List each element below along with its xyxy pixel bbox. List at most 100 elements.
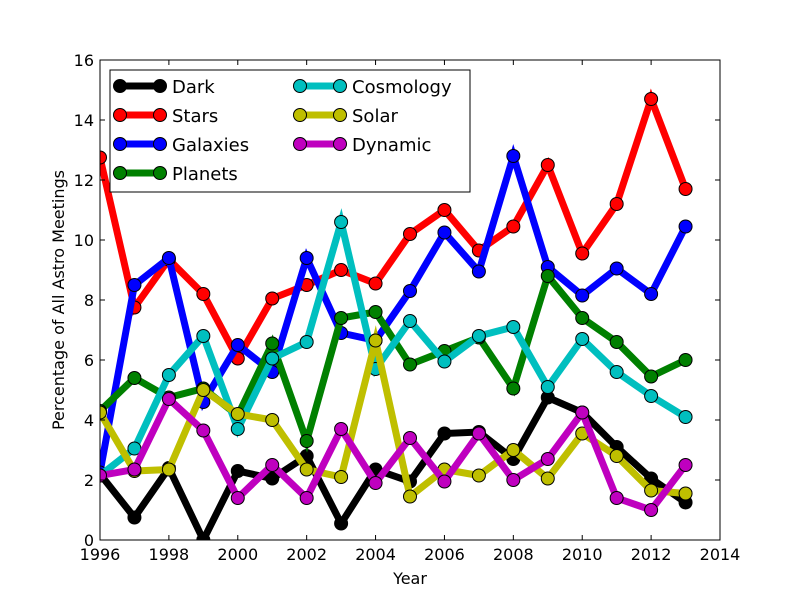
data-point-galaxies xyxy=(506,149,521,163)
data-point-galaxies xyxy=(575,288,590,303)
x-tick-label: 2012 xyxy=(631,545,672,564)
x-tick-label: 2002 xyxy=(286,545,327,564)
y-tick-label: 0 xyxy=(84,531,94,550)
x-tick-label: 2010 xyxy=(562,545,603,564)
data-point-dynamic xyxy=(368,476,383,490)
legend-item-dark: Dark xyxy=(113,77,215,98)
data-point-solar xyxy=(100,405,107,420)
data-point-cosmology xyxy=(609,365,624,379)
data-point-stars xyxy=(575,246,590,261)
data-point-solar xyxy=(230,407,245,421)
data-point-planets xyxy=(403,357,417,372)
data-point-solar xyxy=(644,483,659,498)
data-point-dynamic xyxy=(506,473,521,487)
data-point-dynamic xyxy=(575,405,590,420)
legend: Dark Stars Galaxies Planets Cosmology Solar Dy… xyxy=(109,69,471,193)
data-point-dynamic xyxy=(127,462,142,477)
legend-item-galaxies: Galaxies xyxy=(113,135,249,156)
y-tick-label: 8 xyxy=(84,291,94,310)
data-point-dynamic xyxy=(196,423,211,438)
y-tick-label: 4 xyxy=(84,411,94,430)
y-axis-label: Percentage of All Astro Meetings xyxy=(49,170,68,430)
data-point-galaxies xyxy=(678,219,693,234)
legend-item-planets: Planets xyxy=(113,164,238,185)
data-point-planets xyxy=(575,311,590,325)
data-point-cosmology xyxy=(540,380,555,394)
data-point-stars xyxy=(644,92,659,106)
legend-marker xyxy=(153,166,167,180)
x-tick-label: 2008 xyxy=(493,545,534,564)
data-point-dynamic xyxy=(265,458,280,472)
axis-ticks xyxy=(99,59,721,541)
legend-marker xyxy=(113,108,127,122)
data-point-galaxies xyxy=(644,287,659,301)
data-point-planets xyxy=(540,269,555,283)
data-point-dynamic xyxy=(299,491,314,505)
data-point-dark xyxy=(437,426,452,441)
data-point-planets xyxy=(368,305,383,319)
data-point-stars xyxy=(334,263,349,277)
data-point-solar xyxy=(196,383,211,397)
legend-label-dynamic: Dynamic xyxy=(352,135,431,156)
data-point-stars xyxy=(437,203,452,217)
x-tick-label: 2006 xyxy=(424,545,465,564)
data-point-dynamic xyxy=(100,468,107,483)
data-point-solar xyxy=(678,486,693,501)
data-point-dark xyxy=(334,516,349,531)
data-point-solar xyxy=(471,468,486,483)
data-point-cosmology xyxy=(644,389,659,403)
data-point-planets xyxy=(506,381,521,396)
data-point-stars xyxy=(678,182,693,196)
x-tick-label: 2000 xyxy=(217,545,258,564)
data-point-dynamic xyxy=(403,431,417,445)
series-solar xyxy=(100,325,693,504)
data-point-cosmology xyxy=(196,329,211,343)
data-point-solar xyxy=(299,462,314,477)
data-point-planets xyxy=(265,336,280,351)
data-point-dynamic xyxy=(437,474,452,489)
data-point-solar xyxy=(540,471,555,486)
data-point-cosmology xyxy=(403,314,417,328)
data-point-galaxies xyxy=(230,338,245,352)
data-point-dynamic xyxy=(609,491,624,505)
data-point-cosmology xyxy=(678,410,693,424)
data-point-galaxies xyxy=(437,225,452,240)
data-point-stars xyxy=(196,287,211,301)
legend-marker xyxy=(113,79,127,93)
series-dynamic xyxy=(100,392,693,517)
x-tick-label: 1998 xyxy=(149,545,190,564)
data-point-galaxies xyxy=(299,251,314,265)
data-point-solar xyxy=(161,462,176,477)
data-point-cosmology xyxy=(334,215,349,229)
data-point-cosmology xyxy=(575,332,590,346)
data-point-solar xyxy=(506,443,521,457)
legend-item-solar: Solar xyxy=(293,106,398,127)
data-point-cosmology xyxy=(437,354,452,369)
data-point-planets xyxy=(644,369,659,384)
data-point-planets xyxy=(299,434,314,448)
data-point-planets xyxy=(609,335,624,349)
data-point-cosmology xyxy=(230,422,245,436)
data-point-dynamic xyxy=(644,503,659,517)
data-point-dark xyxy=(230,464,245,478)
legend-marker xyxy=(113,166,127,180)
legend-marker xyxy=(293,108,307,122)
data-point-cosmology xyxy=(506,320,521,334)
legend-label-solar: Solar xyxy=(352,106,398,127)
legend-marker xyxy=(153,79,167,93)
axis-tick-labels: 1996 1998 2000 2002 2004 2006 2008 2010 2012 2014… xyxy=(74,51,741,564)
data-point-solar xyxy=(334,470,349,484)
data-point-stars xyxy=(506,219,521,234)
x-axis-label: Year xyxy=(392,569,427,588)
data-point-solar xyxy=(403,489,417,504)
data-point-dynamic xyxy=(540,452,555,466)
data-point-stars xyxy=(265,291,280,306)
data-point-dynamic xyxy=(471,426,486,441)
legend-box xyxy=(109,69,471,193)
y-tick-label: 14 xyxy=(74,111,94,130)
data-point-cosmology xyxy=(471,329,486,343)
data-point-solar xyxy=(368,333,383,348)
data-point-planets xyxy=(678,353,693,367)
legend-item-dynamic: Dynamic xyxy=(293,135,431,156)
data-point-stars xyxy=(100,150,107,165)
